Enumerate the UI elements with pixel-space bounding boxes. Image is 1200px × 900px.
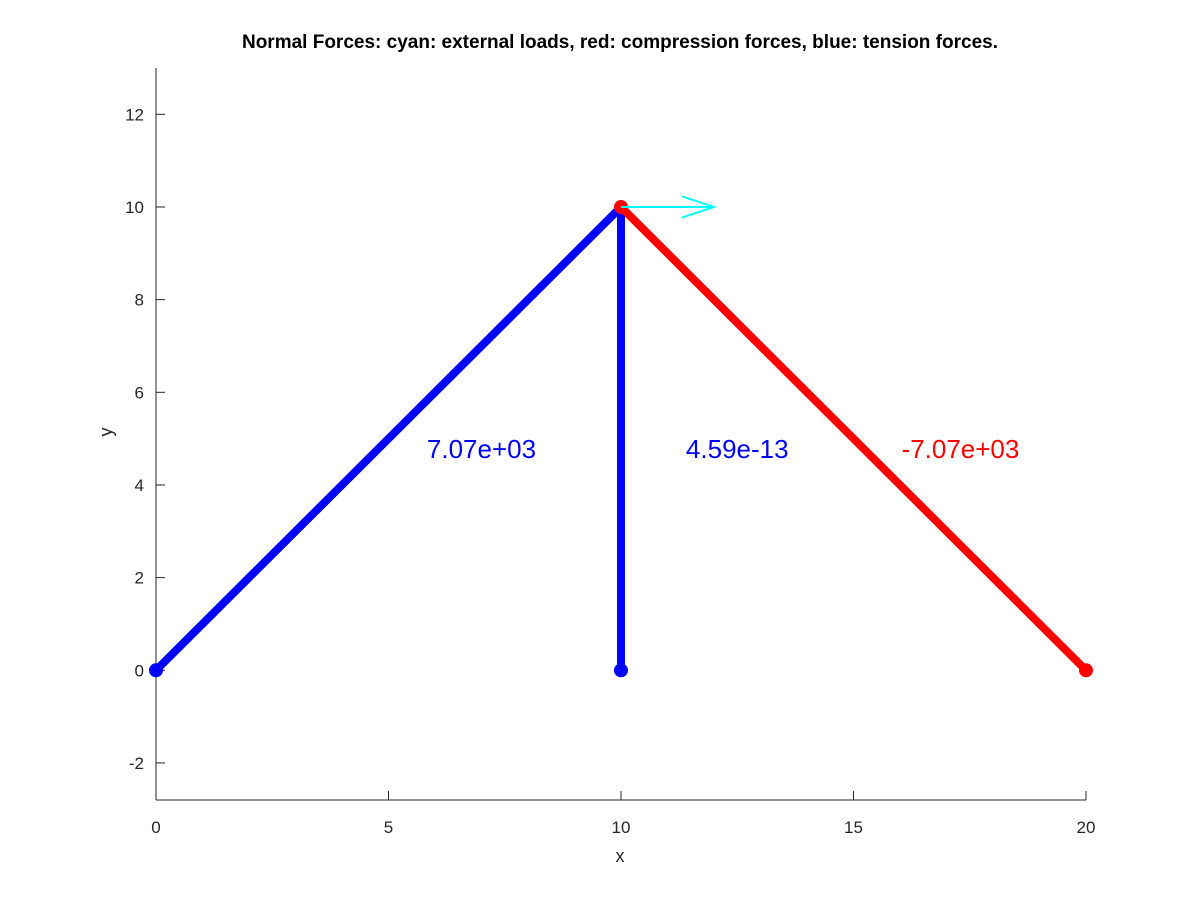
member-force-label: -7.07e+03	[902, 434, 1020, 464]
y-tick-label: 12	[125, 105, 144, 124]
y-tick-label: 4	[135, 476, 144, 495]
truss-node	[149, 663, 163, 678]
y-axis-label: y	[96, 428, 116, 437]
chart-title: Normal Forces: cyan: external loads, red…	[242, 32, 998, 53]
x-tick-label: 15	[844, 818, 863, 837]
x-axis-label: x	[616, 846, 625, 866]
truss-member	[152, 202, 625, 675]
truss-node	[614, 663, 628, 678]
x-tick-label: 0	[151, 818, 160, 837]
external-load-arrowhead	[681, 195, 718, 219]
member-force-label: 7.07e+03	[427, 434, 536, 464]
truss-member	[617, 202, 1090, 675]
truss-node	[1079, 663, 1093, 678]
axes: 0 5 10 15 20 -2 0 2 4 6 8 10 12	[125, 68, 1095, 837]
y-tick-label: 6	[135, 383, 144, 402]
x-tick-label: 5	[384, 818, 393, 837]
x-tick-label: 10	[612, 818, 631, 837]
x-tick-label: 20	[1077, 818, 1096, 837]
y-tick-label: -2	[129, 754, 144, 773]
y-tick-label: 8	[135, 291, 144, 310]
y-tick-label: 10	[125, 198, 144, 217]
plot-area: 7.07e+03 4.59e-13 -7.07e+03	[149, 195, 1093, 678]
y-tick-label: 2	[135, 569, 144, 588]
y-tick-label: 0	[135, 661, 144, 680]
member-force-label: 4.59e-13	[686, 434, 789, 464]
